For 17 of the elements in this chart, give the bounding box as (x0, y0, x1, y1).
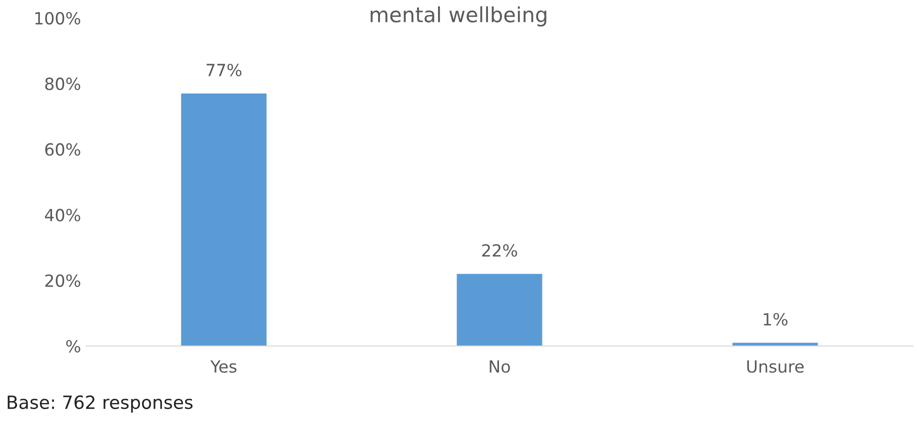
x-tick-label: Unsure (747, 360, 804, 373)
bar (732, 342, 818, 346)
x-tick-label: No (490, 360, 510, 373)
text: Base: 762 responses (8, 395, 193, 413)
x-tick-label: Yes (210, 360, 236, 373)
y-tick-label: 20% (45, 274, 80, 287)
y-tick-label: 80% (45, 78, 80, 90)
y-tick-label: 100% (35, 12, 80, 25)
bar (456, 274, 542, 346)
chart-title: mental wellbeing (370, 6, 546, 26)
data-label: 22% (482, 244, 518, 257)
y-tick-label: 40% (44, 208, 80, 222)
bar (181, 93, 267, 346)
data-label: 77% (206, 64, 242, 76)
y-tick-label: % (66, 340, 80, 353)
y-tick-label: 60% (45, 143, 80, 156)
data-label: 1% (764, 312, 788, 326)
